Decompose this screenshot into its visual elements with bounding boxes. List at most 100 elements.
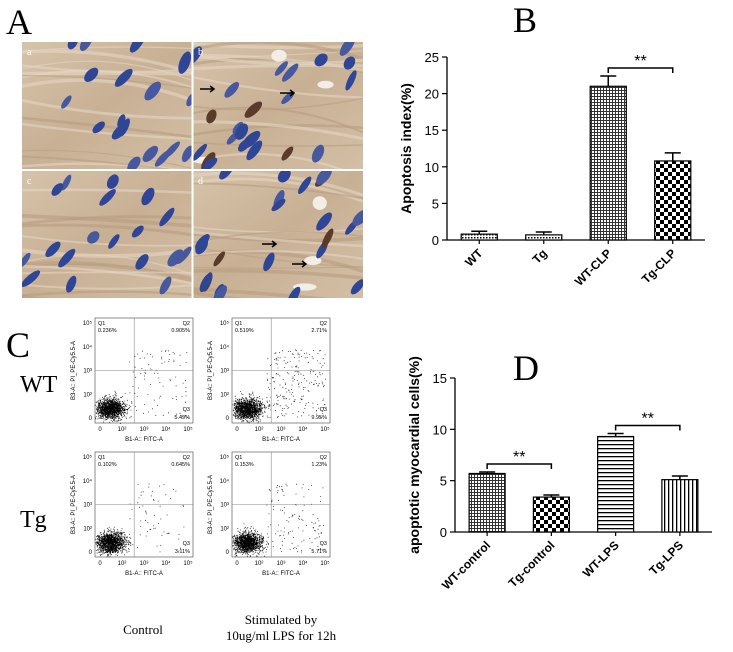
bar (460, 233, 498, 241)
nucleus (119, 118, 130, 137)
nucleus (84, 67, 99, 82)
x-tick-label: 10³ (140, 427, 149, 433)
nucleus (219, 171, 234, 180)
bar (661, 479, 699, 533)
y-axis-label: B3-A:: PI_PE-Cy5.5-A (71, 475, 77, 534)
quadrant-name: Q1 (98, 321, 105, 327)
quadrant-name: Q3 (183, 407, 190, 413)
y-tick-label: 0 (89, 550, 93, 556)
gap (312, 196, 327, 210)
gap (317, 80, 334, 89)
y-axis-label: B3-A:: PI_PE-Cy5.5-A (208, 341, 214, 400)
x-axis-label: B1-A:: FITC-A (262, 437, 300, 443)
fiber (22, 248, 192, 258)
nucleus (202, 157, 218, 169)
panel-label: C (6, 325, 30, 365)
bar (597, 435, 635, 533)
x-tick-label: 10⁵ (320, 426, 330, 433)
nucleus (282, 63, 299, 82)
bar (532, 496, 570, 533)
nucleus (67, 42, 79, 50)
nucleus (339, 42, 356, 56)
nucleus (65, 275, 77, 293)
nucleus (106, 174, 119, 189)
y-tick-label: 0 (226, 550, 230, 556)
arrow (200, 85, 216, 93)
nucleus (159, 207, 175, 227)
fiber (22, 60, 192, 81)
fiber (22, 261, 192, 283)
nucleus (22, 270, 41, 287)
nucleus (298, 176, 312, 194)
y-tick-label: 10⁵ (220, 320, 230, 327)
fiber (193, 171, 363, 197)
micrograph-label: a (27, 47, 32, 58)
error-bar (600, 75, 617, 87)
cell-events (95, 350, 188, 424)
quadrant-value: 0.102% (98, 462, 117, 468)
nucleus (61, 95, 72, 109)
fiber (22, 99, 192, 120)
nucleus (224, 81, 240, 98)
cell-events (232, 483, 325, 557)
quadrant-name: Q3 (183, 541, 190, 547)
y-tick-label: 0 (432, 233, 439, 248)
nucleus (244, 101, 263, 118)
micrograph (193, 171, 363, 298)
y-tick-label: 10⁴ (83, 344, 93, 351)
nucleus (178, 51, 192, 74)
nucleus (142, 145, 159, 163)
cell-events (95, 483, 185, 558)
x-axis-label: B1-A:: FITC-A (262, 571, 300, 577)
nucleus (108, 234, 120, 249)
fiber (22, 264, 192, 285)
bar (525, 234, 563, 241)
quadrant-name: Q4 (235, 541, 242, 547)
error-bar (535, 231, 552, 235)
error-bar (471, 230, 488, 235)
fiber (22, 215, 192, 226)
quadrant-value: 5.49% (174, 415, 190, 421)
error-bar (543, 494, 560, 498)
y-tick-label: 15 (425, 123, 439, 138)
y-tick-label: 5 (432, 196, 439, 211)
x-tick-label: 10⁴ (161, 426, 171, 433)
fiber (22, 155, 172, 169)
quadrant-value: 93.4% (98, 415, 114, 421)
nucleus (181, 145, 192, 163)
significance-label: ** (513, 449, 525, 466)
x-tick-label: 10³ (277, 561, 286, 567)
y-tick-label: 0 (226, 416, 230, 422)
y-tick-label: 10³ (220, 503, 229, 509)
quadrant-value: 0.905% (171, 328, 190, 334)
x-tick-label: Tg-LPS (646, 538, 686, 578)
nucleus (127, 156, 141, 169)
nucleus (350, 279, 363, 295)
x-tick-label: 10² (255, 427, 264, 433)
y-tick-label: 10² (83, 392, 92, 398)
y-tick-label: 10 (433, 422, 447, 437)
x-tick-label: 0 (235, 427, 239, 433)
nucleus (199, 272, 213, 293)
row-label: WT (20, 372, 58, 398)
nucleus (186, 93, 192, 107)
nucleus (314, 53, 328, 67)
nucleus (135, 254, 149, 270)
fiber (22, 290, 192, 297)
fiber (22, 149, 192, 169)
arrow (292, 260, 308, 268)
nucleus (45, 241, 61, 258)
nucleus (213, 251, 226, 267)
micrograph-label: c (27, 176, 32, 187)
quadrant-name: Q1 (235, 321, 242, 327)
nucleus (144, 81, 162, 101)
column-label: 10ug/ml LPS for 12h (226, 628, 337, 643)
quadrant-name: Q4 (98, 407, 105, 413)
fiber (193, 245, 363, 268)
fiber (193, 250, 363, 260)
fiber (193, 182, 363, 199)
arrow (280, 89, 296, 97)
significance-bracket (607, 67, 674, 74)
y-tick-label: 10⁴ (220, 344, 230, 351)
